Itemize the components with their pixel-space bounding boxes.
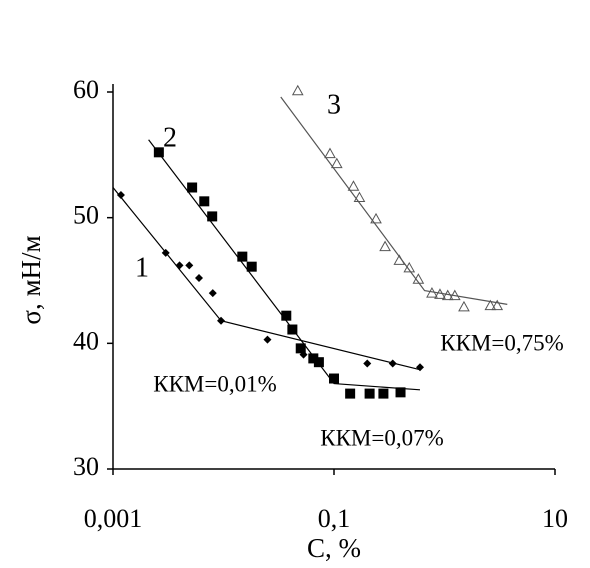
point bbox=[363, 359, 372, 368]
point bbox=[415, 363, 424, 372]
point bbox=[434, 288, 446, 299]
x-tick-label: 10 bbox=[542, 504, 568, 533]
point bbox=[207, 211, 218, 222]
point bbox=[308, 353, 319, 364]
fit-line bbox=[280, 96, 508, 305]
point bbox=[403, 261, 416, 273]
series-label: 1 bbox=[135, 252, 149, 283]
point bbox=[263, 335, 272, 344]
point bbox=[345, 388, 356, 399]
point bbox=[379, 240, 391, 252]
point bbox=[458, 300, 470, 312]
point bbox=[295, 343, 306, 354]
point bbox=[116, 191, 125, 200]
y-tick-label: 30 bbox=[73, 452, 99, 481]
point bbox=[313, 357, 324, 368]
point bbox=[441, 289, 454, 301]
point bbox=[448, 289, 461, 301]
point bbox=[347, 180, 360, 191]
point bbox=[370, 212, 382, 224]
y-tick-label: 40 bbox=[73, 326, 99, 355]
point bbox=[324, 147, 336, 159]
point bbox=[491, 299, 504, 311]
point bbox=[378, 388, 389, 399]
point bbox=[161, 248, 170, 257]
point bbox=[281, 310, 292, 321]
point bbox=[393, 254, 406, 265]
point bbox=[395, 387, 406, 398]
point bbox=[175, 261, 184, 270]
point bbox=[364, 388, 375, 399]
series-label: 2 bbox=[163, 122, 177, 153]
point bbox=[199, 196, 210, 207]
point bbox=[208, 289, 217, 298]
annotation: ККМ=0,01% bbox=[153, 371, 277, 396]
point bbox=[185, 261, 194, 270]
point bbox=[194, 273, 203, 282]
y-axis-label: σ, мН/м bbox=[16, 235, 46, 324]
point bbox=[217, 316, 226, 325]
x-axis-label: C, % bbox=[307, 533, 361, 563]
y-tick-label: 60 bbox=[73, 75, 99, 104]
point bbox=[353, 191, 366, 203]
point bbox=[246, 261, 257, 272]
point bbox=[291, 84, 304, 96]
series-label: 3 bbox=[327, 89, 341, 120]
x-tick-label: 0,1 bbox=[318, 504, 351, 533]
point bbox=[287, 324, 298, 335]
point bbox=[426, 287, 438, 298]
annotation: ККМ=0,07% bbox=[320, 425, 444, 450]
point bbox=[330, 157, 343, 169]
point bbox=[329, 373, 339, 384]
point bbox=[153, 147, 164, 158]
point bbox=[237, 251, 248, 262]
annotation: ККМ=0,75% bbox=[440, 330, 564, 355]
point bbox=[484, 299, 497, 311]
point bbox=[187, 182, 198, 193]
x-tick-label: 0,001 bbox=[84, 504, 143, 533]
point bbox=[388, 359, 397, 368]
point bbox=[412, 273, 425, 284]
y-tick-label: 50 bbox=[73, 201, 99, 230]
